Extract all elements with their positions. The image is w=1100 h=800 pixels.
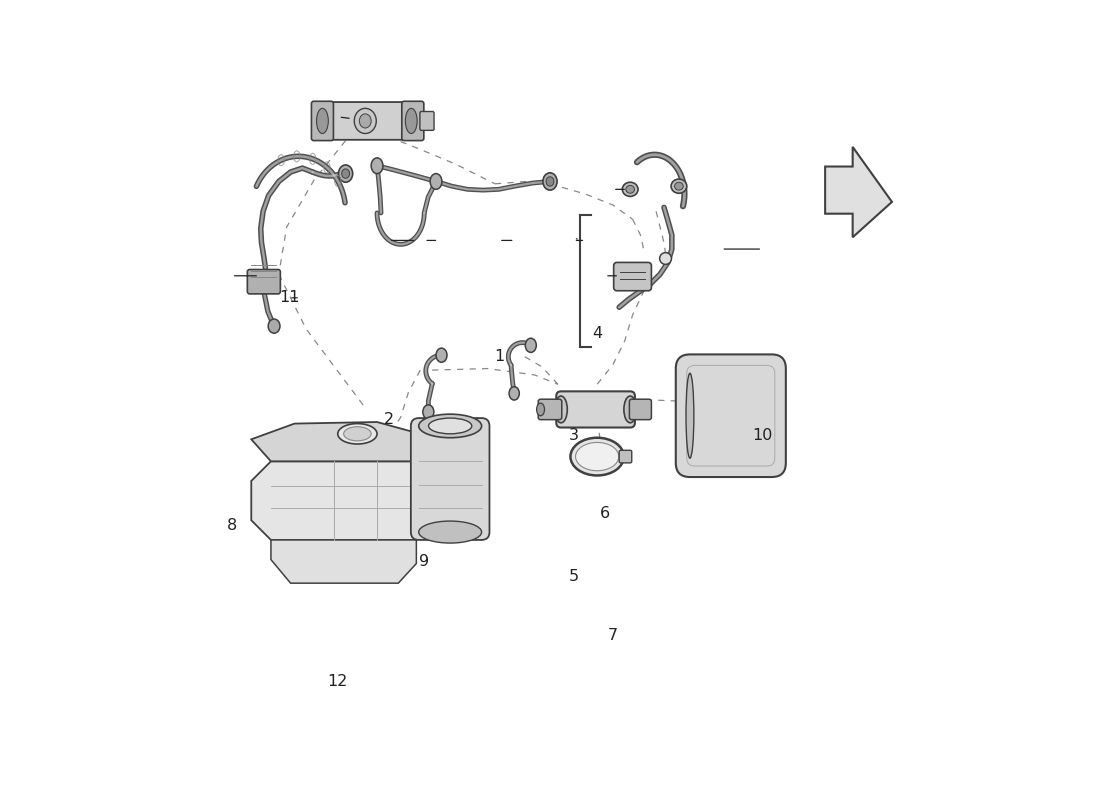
Ellipse shape bbox=[317, 108, 328, 134]
FancyBboxPatch shape bbox=[629, 399, 651, 420]
Ellipse shape bbox=[526, 338, 537, 352]
Ellipse shape bbox=[537, 403, 544, 416]
Ellipse shape bbox=[268, 319, 280, 333]
Ellipse shape bbox=[338, 423, 377, 444]
Ellipse shape bbox=[575, 442, 619, 470]
Ellipse shape bbox=[554, 396, 568, 422]
FancyBboxPatch shape bbox=[557, 391, 635, 427]
Text: 3: 3 bbox=[569, 428, 579, 443]
Text: 6: 6 bbox=[600, 506, 610, 522]
Ellipse shape bbox=[686, 374, 694, 458]
Ellipse shape bbox=[339, 165, 353, 182]
FancyBboxPatch shape bbox=[420, 111, 434, 130]
FancyBboxPatch shape bbox=[614, 262, 651, 290]
FancyBboxPatch shape bbox=[311, 102, 333, 141]
Text: 7: 7 bbox=[608, 628, 618, 643]
Text: 1: 1 bbox=[494, 350, 504, 364]
Ellipse shape bbox=[623, 182, 638, 196]
Ellipse shape bbox=[422, 405, 433, 419]
Polygon shape bbox=[271, 540, 417, 583]
FancyBboxPatch shape bbox=[411, 418, 490, 540]
Ellipse shape bbox=[626, 186, 635, 194]
Ellipse shape bbox=[354, 108, 376, 134]
Ellipse shape bbox=[509, 386, 519, 400]
Ellipse shape bbox=[419, 521, 482, 543]
Ellipse shape bbox=[429, 418, 472, 434]
Ellipse shape bbox=[419, 414, 482, 438]
FancyBboxPatch shape bbox=[402, 102, 424, 141]
Ellipse shape bbox=[546, 177, 554, 186]
Text: 11: 11 bbox=[278, 290, 299, 306]
Text: 10: 10 bbox=[752, 428, 772, 443]
Text: 8: 8 bbox=[227, 518, 236, 534]
FancyBboxPatch shape bbox=[675, 354, 785, 477]
Ellipse shape bbox=[671, 179, 686, 194]
Ellipse shape bbox=[571, 438, 624, 475]
Text: 4: 4 bbox=[592, 326, 602, 341]
Ellipse shape bbox=[406, 108, 417, 134]
Ellipse shape bbox=[430, 174, 442, 190]
FancyBboxPatch shape bbox=[248, 270, 280, 294]
Text: 12: 12 bbox=[328, 674, 348, 689]
Ellipse shape bbox=[660, 253, 671, 264]
Polygon shape bbox=[825, 147, 892, 238]
Ellipse shape bbox=[624, 396, 637, 422]
Text: 5: 5 bbox=[569, 570, 579, 584]
Ellipse shape bbox=[674, 182, 683, 190]
Ellipse shape bbox=[543, 173, 557, 190]
Polygon shape bbox=[251, 462, 440, 540]
Ellipse shape bbox=[342, 169, 350, 178]
Polygon shape bbox=[251, 422, 440, 462]
FancyBboxPatch shape bbox=[324, 102, 406, 140]
FancyBboxPatch shape bbox=[538, 399, 562, 420]
Ellipse shape bbox=[343, 426, 371, 441]
Ellipse shape bbox=[360, 114, 371, 128]
Ellipse shape bbox=[371, 158, 383, 174]
Text: 2: 2 bbox=[384, 412, 394, 427]
FancyBboxPatch shape bbox=[619, 450, 631, 463]
Ellipse shape bbox=[436, 348, 447, 362]
Text: 9: 9 bbox=[419, 554, 429, 569]
